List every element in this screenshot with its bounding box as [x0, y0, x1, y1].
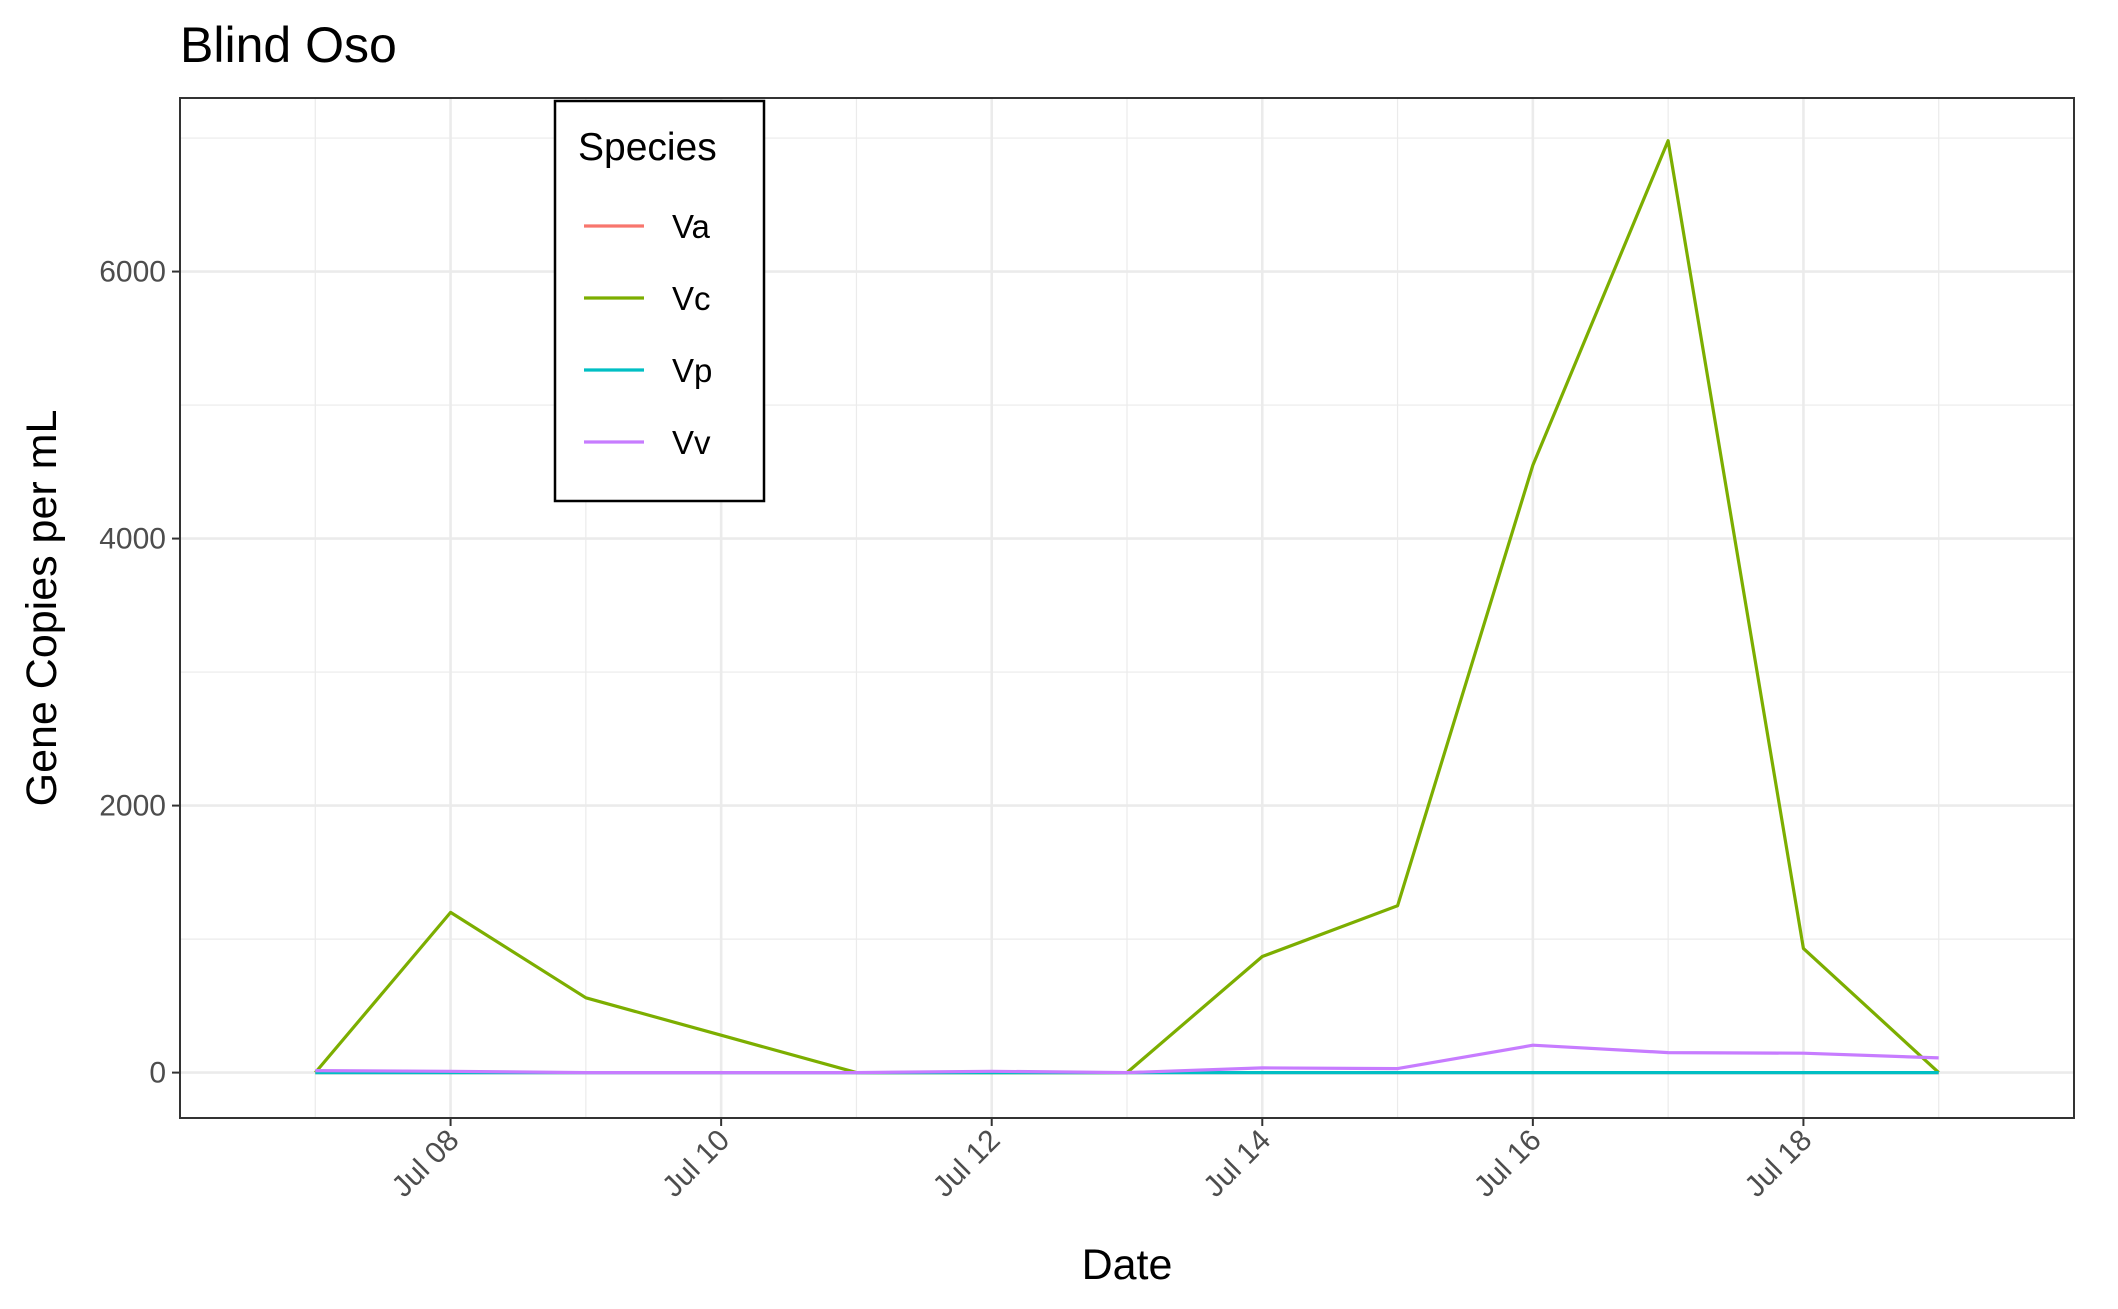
- series-lines: [314, 139, 1940, 1075]
- legend-items: Va Vc Vp Vv: [584, 208, 712, 461]
- legend: Species Va Vc Vp Vv: [553, 99, 766, 503]
- y-axis: 0 2000 4000 6000: [99, 256, 180, 1090]
- legend-label-vv: Vv: [672, 424, 711, 461]
- legend-label-vp: Vp: [672, 352, 712, 389]
- y-tick-label: 2000: [99, 790, 166, 823]
- legend-box: [553, 99, 766, 503]
- x-axis-title: Date: [1082, 1241, 1173, 1289]
- legend-label-vc: Vc: [672, 280, 711, 317]
- series-line-vv: [315, 1043, 1939, 1075]
- y-axis-title: Gene Copies per mL: [18, 410, 66, 807]
- y-tick-label: 0: [149, 1057, 166, 1090]
- y-tick-label: 4000: [99, 523, 166, 556]
- legend-title: Species: [578, 126, 717, 169]
- chart-title: Blind Oso: [180, 17, 397, 73]
- plot-panel-border: [179, 97, 2075, 1119]
- legend-label-va: Va: [672, 208, 711, 245]
- y-tick-label: 6000: [99, 256, 166, 289]
- grid-lines: [180, 98, 2074, 1118]
